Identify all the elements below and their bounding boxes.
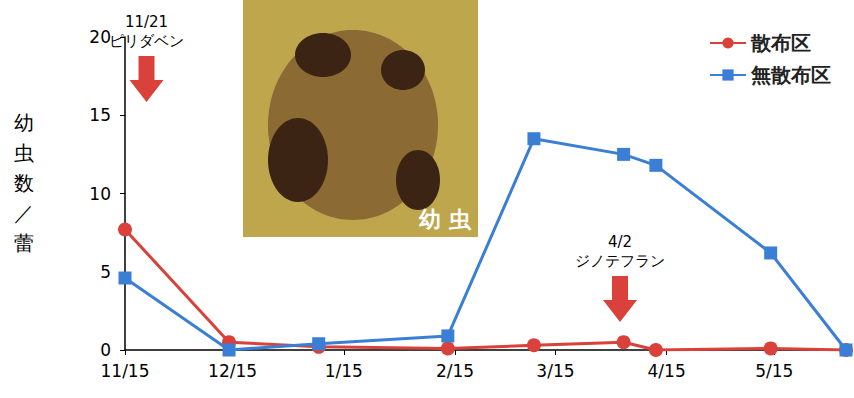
svg-text:4/15: 4/15 — [648, 361, 686, 381]
svg-text:12/15: 12/15 — [208, 361, 257, 381]
svg-text:蕾: 蕾 — [14, 231, 34, 255]
svg-text:ジノテフラン: ジノテフラン — [575, 252, 665, 270]
svg-text:虫: 虫 — [14, 141, 34, 165]
svg-text:15: 15 — [89, 105, 111, 125]
svg-text:11/15: 11/15 — [101, 361, 150, 381]
svg-text:4/2: 4/2 — [608, 233, 632, 251]
svg-text:無散布区: 無散布区 — [750, 63, 831, 87]
svg-text:数: 数 — [14, 171, 34, 195]
svg-text:ピリダベン: ピリダベン — [109, 32, 184, 50]
svg-text:5: 5 — [100, 262, 111, 282]
svg-text:／: ／ — [14, 201, 34, 225]
svg-text:11/21: 11/21 — [125, 13, 168, 31]
svg-text:10: 10 — [89, 184, 111, 204]
svg-text:1/15: 1/15 — [325, 361, 363, 381]
svg-text:0: 0 — [100, 340, 111, 360]
svg-text:5/15: 5/15 — [755, 361, 793, 381]
svg-text:幼: 幼 — [14, 111, 34, 135]
svg-text:3/15: 3/15 — [536, 361, 574, 381]
svg-text:幼 虫: 幼 虫 — [419, 207, 472, 232]
svg-text:20: 20 — [89, 27, 111, 47]
svg-text:散布区: 散布区 — [750, 31, 811, 55]
svg-text:2/15: 2/15 — [436, 361, 474, 381]
